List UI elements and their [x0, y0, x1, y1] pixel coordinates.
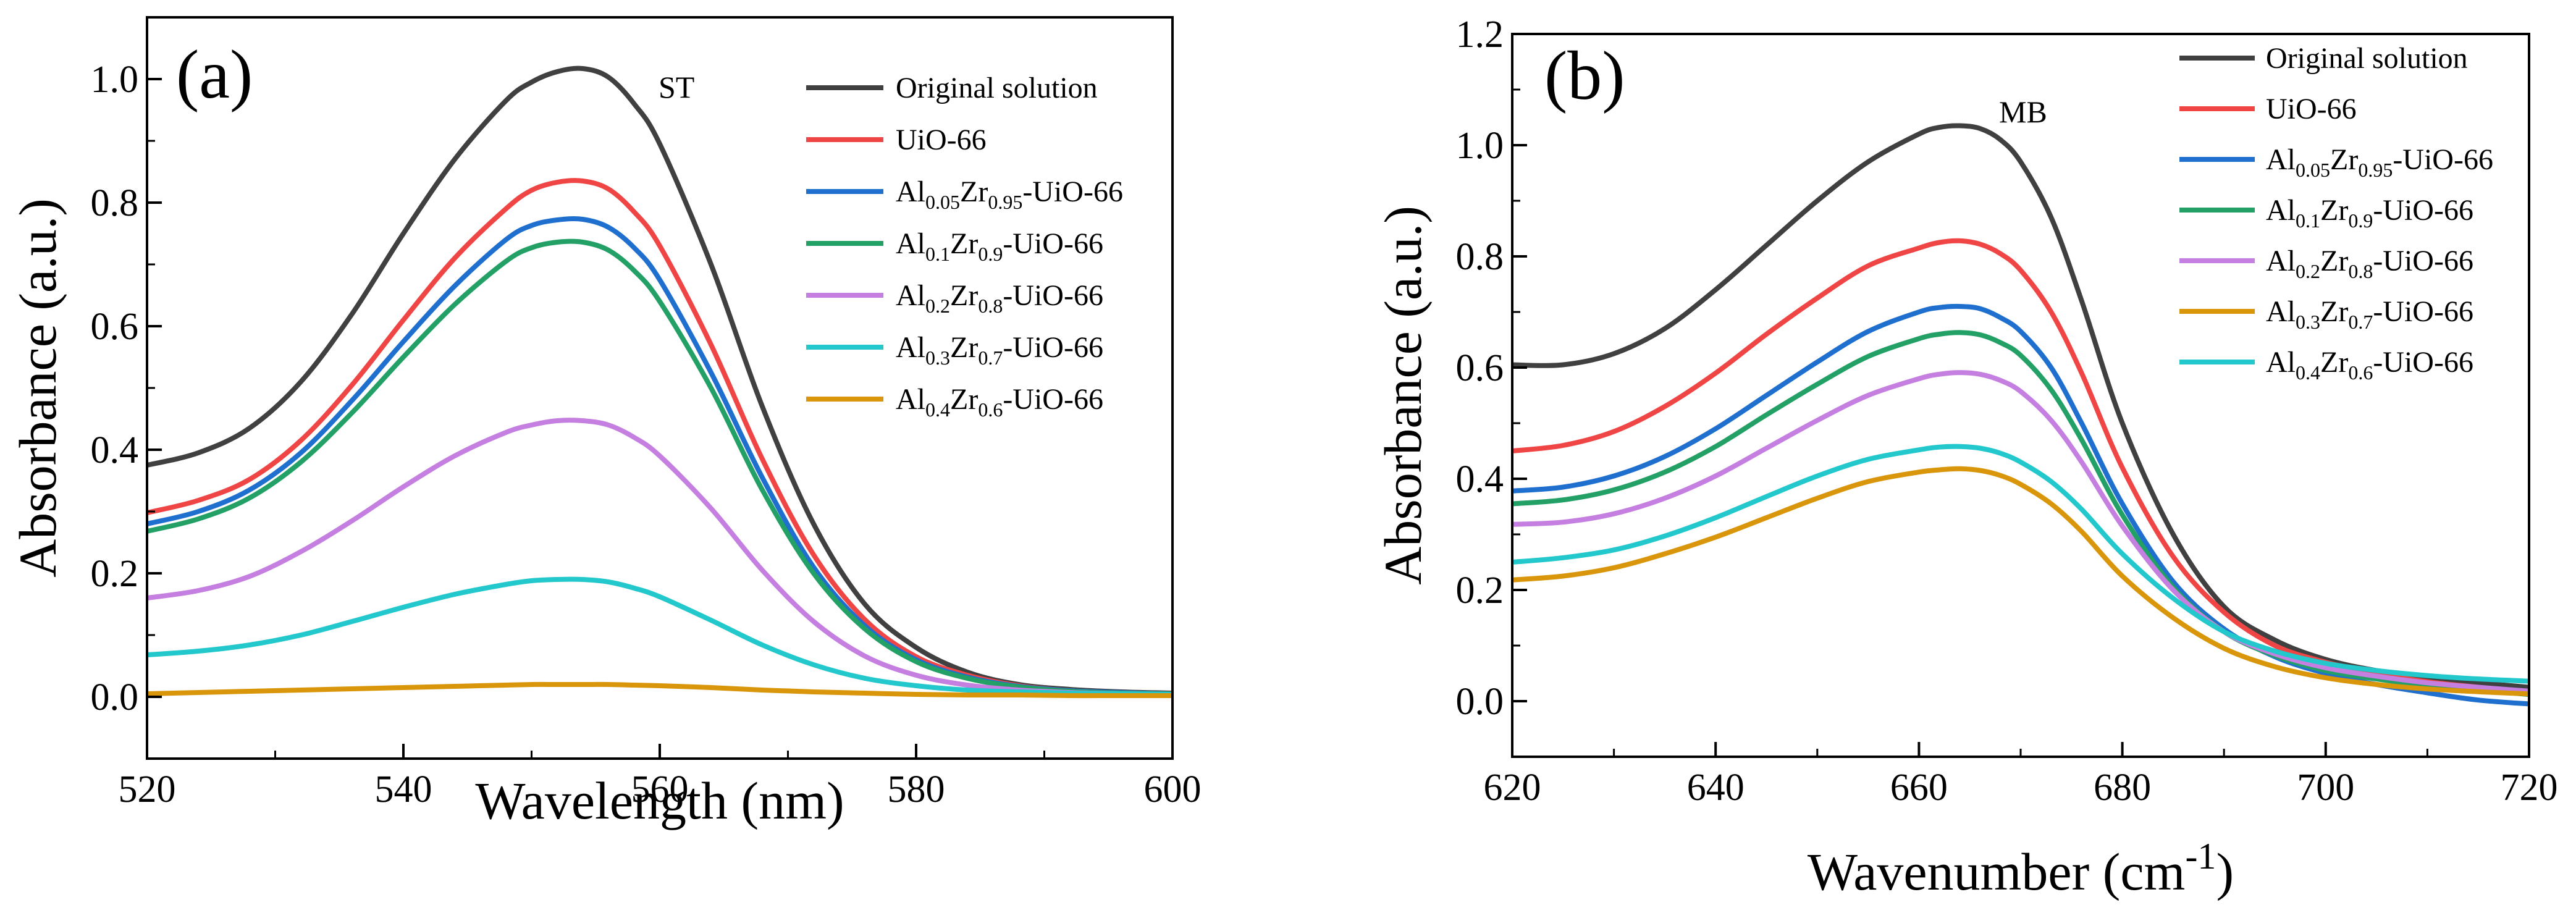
chart-panel-b: 620 640 660 680 700 720 0.0 0.2 0.4 0.6 0.8 1.0 1.2 W…	[1373, 14, 2558, 901]
chart-panel-a: 520 540 560 580 600 0.0 0.2 0.4 0.6 0.8 1.0 Wavelen…	[8, 16, 1202, 830]
x-tick-label: 560	[631, 769, 689, 811]
legend-entry: UiO-66	[2266, 93, 2357, 125]
y-tick-label: 0.6	[91, 306, 139, 348]
y-axis-label: Absorbance (a.u.)	[8, 198, 67, 578]
x-axis-label: Wavelength (nm)	[475, 771, 844, 830]
y-tick-label: 1.0	[1456, 125, 1504, 167]
series-line-0	[1512, 123, 2530, 690]
series-line-6	[146, 681, 1172, 699]
y-tick-label: 0.4	[91, 429, 139, 471]
y-tick-label: 1.2	[1456, 14, 1504, 56]
x-tick-label: 620	[1484, 767, 1541, 809]
series-line-5	[1512, 466, 2530, 697]
x-tick-label: 580	[888, 769, 945, 811]
legend-entry: UiO-66	[896, 124, 987, 156]
y-tick-label: 0.4	[1456, 458, 1504, 500]
series-line-6	[1512, 444, 2530, 684]
x-tick-label: 720	[2501, 767, 2558, 809]
x-tick-label: 660	[1890, 767, 1948, 809]
x-tick-label: 540	[375, 769, 432, 811]
legend: Original solution UiO-66 Al0.05Zr0.95-UiO-…	[2179, 42, 2493, 384]
legend-entry: Al0.2Zr0.8-UiO-66	[2266, 245, 2473, 282]
series-line-3	[1512, 330, 2530, 697]
y-tick-label: 0.6	[1456, 347, 1504, 389]
legend: Original solution UiO-66 Al0.05Zr0.95-UiO-…	[806, 72, 1123, 421]
x-tick-label: 600	[1144, 769, 1202, 811]
legend-entry: Al0.1Zr0.9-UiO-66	[896, 227, 1103, 265]
y-tick-label: 0.2	[91, 553, 139, 595]
legend-entry: Al0.05Zr0.95-UiO-66	[2266, 143, 2493, 181]
series-line-5	[146, 576, 1173, 697]
y-tick-label: 1.0	[91, 59, 139, 101]
legend-entry: Al0.05Zr0.95-UiO-66	[896, 175, 1123, 213]
legend-entry: Al0.1Zr0.9-UiO-66	[2266, 194, 2473, 232]
series-line-4	[146, 418, 1173, 697]
legend-entry: Original solution	[2266, 42, 2468, 75]
series-line-2	[1512, 303, 2530, 707]
y-axis-label: Absorbance (a.u.)	[1373, 206, 1433, 585]
y-tick-label: 0.2	[1456, 570, 1504, 612]
panel-label: (b)	[1544, 38, 1625, 114]
series-line-3	[146, 238, 1173, 696]
plot-frame	[1511, 33, 2530, 758]
x-tick-label: 680	[2094, 767, 2151, 809]
y-tick-label: 0.0	[91, 676, 139, 718]
y-tick-label: 0.8	[91, 182, 139, 224]
peak-annotation: MB	[1999, 95, 2047, 129]
legend-entry: Al0.2Zr0.8-UiO-66	[896, 279, 1103, 317]
x-axis-label: Wavenumber (cm-1)	[1808, 836, 2234, 901]
x-tick-label: 640	[1687, 767, 1745, 809]
panel-label: (a)	[176, 36, 253, 113]
x-tick-label: 520	[119, 769, 176, 811]
legend-entry: Al0.4Zr0.6-UiO-66	[2266, 346, 2473, 384]
y-tick-label: 0.8	[1456, 236, 1504, 278]
legend-entry: Original solution	[896, 72, 1098, 104]
legend-entry: Al0.4Zr0.6-UiO-66	[896, 383, 1103, 421]
series-line-0	[146, 65, 1173, 696]
peak-annotation: ST	[659, 70, 694, 104]
x-tick-label: 700	[2297, 767, 2354, 809]
legend-entry: Al0.3Zr0.7-UiO-66	[2266, 295, 2473, 333]
legend-entry: Al0.3Zr0.7-UiO-66	[896, 331, 1103, 369]
y-tick-label: 0.0	[1456, 681, 1504, 723]
series-line-4	[1512, 370, 2530, 694]
